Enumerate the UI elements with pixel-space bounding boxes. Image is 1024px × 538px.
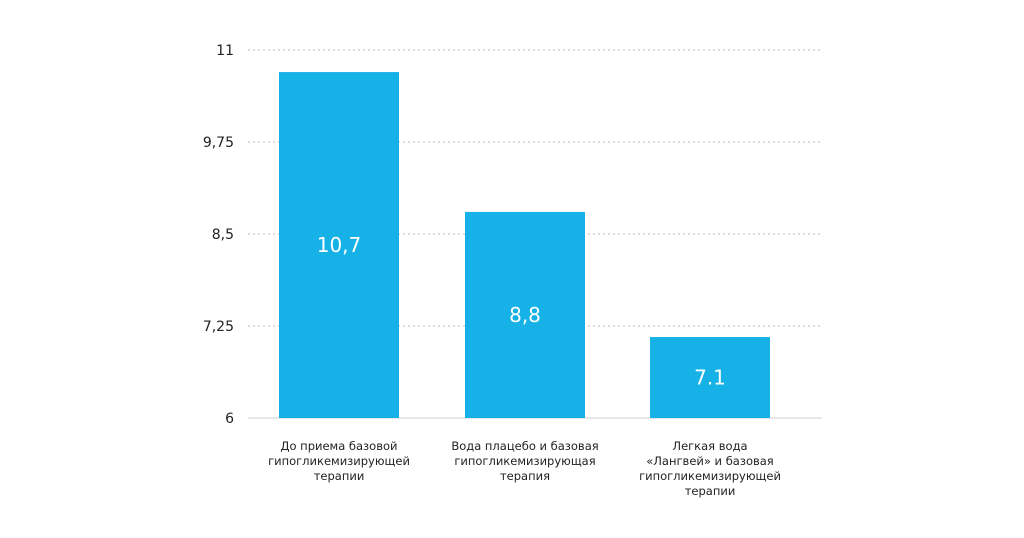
category-label: Легкая вода «Лангвей» и базовая гипогликем… bbox=[639, 439, 781, 498]
category-label-line: «Лангвей» и базовая bbox=[646, 454, 773, 468]
category-label-line: терапия bbox=[500, 469, 550, 483]
bar bbox=[650, 337, 770, 418]
y-tick-label: 8,5 bbox=[212, 227, 234, 243]
bar-value-label: 10,7 bbox=[317, 233, 362, 257]
y-tick-label: 9,75 bbox=[203, 135, 234, 151]
y-tick-label: 11 bbox=[216, 43, 234, 59]
category-label: Вода плацебо и базовая гипогликемизирующа… bbox=[451, 439, 598, 483]
bar bbox=[465, 211, 585, 418]
category-label-line: гипогликемизирующей bbox=[268, 454, 410, 468]
category-label: До приема базовой гипогликемизирующей тера… bbox=[268, 439, 410, 483]
category-label-line: гипогликемизирующей bbox=[639, 469, 781, 483]
bar-value-label: 7.1 bbox=[694, 366, 726, 390]
category-label-line: гипогликемизирующая bbox=[454, 454, 595, 468]
category-label-line: терапии bbox=[314, 469, 365, 483]
category-label-line: Легкая вода bbox=[672, 439, 747, 453]
bar-value-label: 8,8 bbox=[509, 303, 541, 327]
y-tick-label: 6 bbox=[225, 411, 234, 427]
y-tick-label: 7,25 bbox=[203, 319, 234, 335]
bar bbox=[279, 72, 399, 418]
category-label-line: терапии bbox=[685, 484, 736, 498]
category-label-line: Вода плацебо и базовая bbox=[451, 439, 598, 453]
category-label-line: До приема базовой bbox=[281, 439, 398, 453]
